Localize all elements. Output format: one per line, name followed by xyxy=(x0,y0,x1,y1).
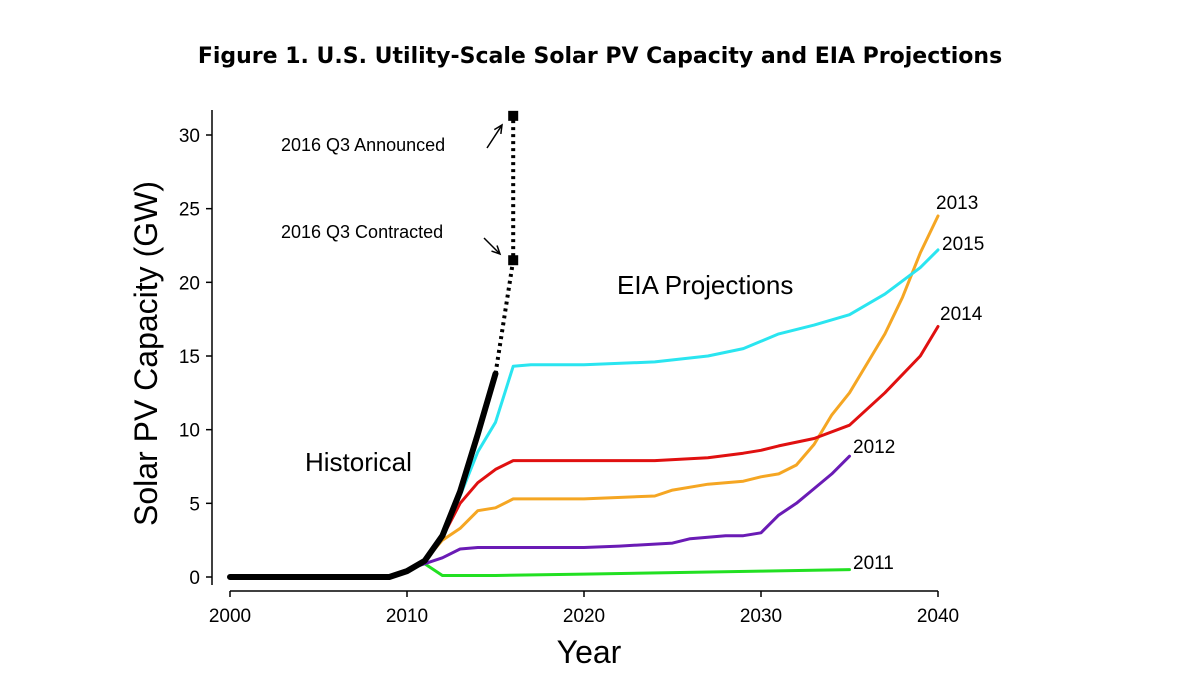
series-label-2013: 2013 xyxy=(936,193,978,214)
series-label-2011: 2011 xyxy=(853,553,894,574)
axes: 0 5 10 15 20 25 30 2000 2010 2020 2030 2040 Year Sola… xyxy=(128,110,959,670)
series-line-2013 xyxy=(405,214,940,572)
x-tick-label: 2030 xyxy=(740,606,782,627)
annotation-eia-projections: EIA Projections xyxy=(617,270,793,300)
series-group xyxy=(227,110,940,580)
x-tick-label: 2040 xyxy=(917,606,959,627)
series-line-historical xyxy=(227,370,499,580)
marker-contracted xyxy=(508,255,519,266)
y-tick-label: 5 xyxy=(189,494,200,515)
arrow-head xyxy=(493,123,503,135)
arrow-announced xyxy=(486,123,503,149)
series-label-2014: 2014 xyxy=(940,304,983,325)
annotation-historical: Historical xyxy=(305,447,412,477)
y-tick-label: 30 xyxy=(179,126,200,147)
arrow-shaft xyxy=(483,237,501,255)
series-line-2014 xyxy=(405,325,940,572)
y-tick-label: 25 xyxy=(179,200,200,221)
arrow-head xyxy=(491,245,502,256)
projection-dotted-line xyxy=(493,115,516,375)
y-tick-label: 15 xyxy=(179,347,200,368)
labels-group: 2011 2012 2013 2014 2015 Historical EIA Projec… xyxy=(281,123,984,574)
arrow-contracted xyxy=(483,237,502,256)
x-axis-title: Year xyxy=(557,634,622,670)
y-axis-title: Solar PV Capacity (GW) xyxy=(128,181,164,526)
arrow-shaft xyxy=(486,124,503,149)
annotation-contracted: 2016 Q3 Contracted xyxy=(281,222,443,242)
x-tick-label: 2000 xyxy=(209,606,251,627)
y-tick-label: 20 xyxy=(179,273,200,294)
y-tick-label: 0 xyxy=(189,568,200,589)
x-tick-label: 2020 xyxy=(563,606,605,627)
series-line-2012 xyxy=(405,454,851,572)
x-tick-label: 2010 xyxy=(386,606,428,627)
marker-announced xyxy=(508,110,519,121)
series-line-2011 xyxy=(405,562,851,577)
series-label-2012: 2012 xyxy=(853,437,895,458)
series-label-2015: 2015 xyxy=(942,234,984,255)
annotation-announced: 2016 Q3 Announced xyxy=(281,135,445,155)
chart-title: Figure 1. U.S. Utility-Scale Solar PV Ca… xyxy=(197,44,1003,69)
y-tick-label: 10 xyxy=(179,421,200,442)
